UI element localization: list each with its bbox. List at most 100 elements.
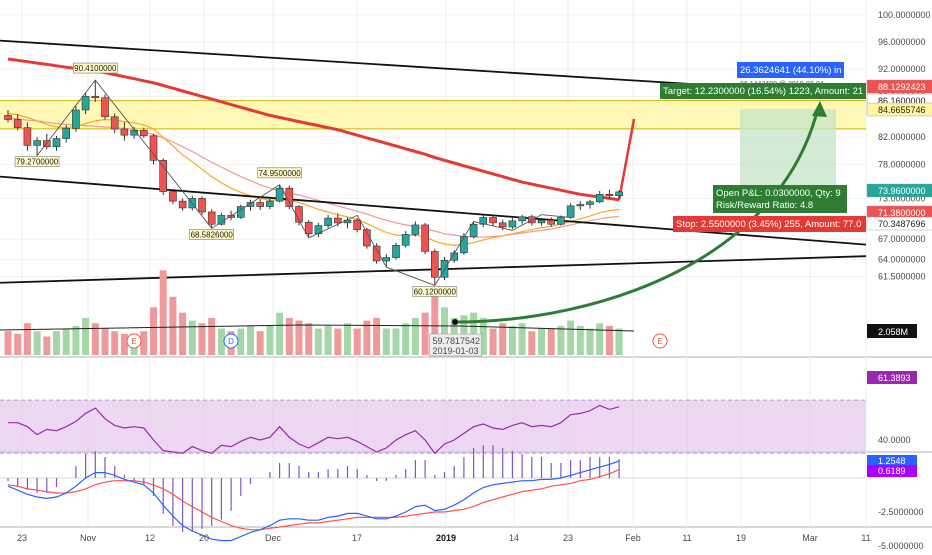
candle-body bbox=[392, 245, 400, 258]
candle-body bbox=[547, 219, 556, 225]
candle-body bbox=[149, 135, 158, 161]
candle-body bbox=[411, 224, 420, 235]
pnl-box bbox=[713, 185, 847, 213]
macd-tick-label: -5.0000000 bbox=[878, 541, 924, 550]
candle-body bbox=[333, 217, 342, 224]
candle-body bbox=[460, 236, 468, 254]
candle-body bbox=[198, 198, 206, 213]
swing-label: 60.1200000 bbox=[412, 286, 458, 297]
swing-label-text: 68.5826000 bbox=[191, 230, 234, 239]
volume-bar bbox=[179, 312, 187, 355]
volume-bar bbox=[373, 317, 381, 355]
candle-body bbox=[72, 109, 80, 129]
trend-line bbox=[0, 175, 867, 246]
volume-bar bbox=[547, 328, 555, 355]
swing-label-box bbox=[73, 62, 118, 74]
open-pnl-text: Open P&L: 0.0300000, Qty: 9 bbox=[716, 188, 841, 199]
projection-arrow bbox=[454, 107, 820, 324]
time-tick-label: 23 bbox=[17, 533, 27, 543]
candle-body bbox=[33, 140, 41, 146]
risk-reward-text: Risk/Reward Ratio: 4.8 bbox=[716, 200, 813, 211]
volume-bar bbox=[62, 328, 70, 355]
swing-label: 74.9500000 bbox=[257, 167, 302, 179]
swing-label-box bbox=[14, 156, 60, 167]
ema-short-line bbox=[7, 112, 620, 246]
price-tag: 88.1292423 bbox=[878, 82, 926, 92]
candle-body bbox=[169, 191, 177, 202]
volume-bar bbox=[140, 331, 148, 355]
time-tick-label: 20 bbox=[199, 533, 209, 543]
macd-tag: 1.2548 bbox=[878, 456, 906, 466]
macd-tag-box bbox=[867, 455, 917, 467]
candle-body bbox=[363, 229, 371, 247]
candle-body bbox=[489, 217, 497, 224]
rsi-band bbox=[0, 400, 866, 454]
volume-tag-box bbox=[867, 324, 917, 338]
candle-body bbox=[101, 97, 109, 118]
candle-body bbox=[266, 200, 274, 207]
candle-body bbox=[566, 205, 575, 218]
volume-bar bbox=[169, 296, 177, 355]
volume-bar bbox=[101, 328, 109, 355]
rsi-line bbox=[8, 404, 620, 455]
volume-bar bbox=[344, 323, 351, 355]
volume-bar bbox=[518, 323, 526, 355]
swing-label-text: 90.4100000 bbox=[74, 64, 117, 73]
volume-bar bbox=[538, 328, 545, 355]
candle-body bbox=[285, 187, 294, 207]
volume-bar bbox=[120, 333, 128, 355]
volume-bar bbox=[557, 325, 565, 355]
price-tag: 86.1600000 bbox=[878, 96, 926, 106]
volume-bar bbox=[33, 331, 41, 355]
volume-bar bbox=[295, 320, 303, 355]
price-tick-label: 61.5000000 bbox=[878, 272, 926, 282]
volume-bar bbox=[596, 323, 604, 355]
candle-body bbox=[256, 202, 265, 207]
signal-tag: 0.6189 bbox=[878, 466, 906, 476]
position-header: 26.3624641 (44.10%) in 60d bbox=[740, 65, 860, 76]
volume-bar bbox=[217, 328, 225, 355]
candle-body bbox=[130, 130, 138, 136]
price-tag: 70.3487696 bbox=[878, 219, 926, 229]
price-tag: 84.6655746 bbox=[878, 105, 926, 115]
time-tick-label: Nov bbox=[80, 533, 97, 543]
candle-body bbox=[430, 251, 439, 278]
crosshair-box bbox=[429, 333, 482, 357]
candle-body bbox=[518, 216, 526, 222]
volume-bar bbox=[441, 307, 448, 355]
swing-label: 68.5826000 bbox=[189, 229, 234, 240]
time-tick-label: 19 bbox=[736, 533, 746, 543]
candle-body bbox=[615, 191, 623, 196]
event-marker-label: D bbox=[228, 337, 234, 346]
volume-bar bbox=[353, 328, 361, 355]
price-tick-label: 92.0000000 bbox=[878, 64, 926, 74]
volume-bar bbox=[567, 320, 575, 355]
volume-bar bbox=[324, 325, 332, 355]
time-tick-label: 23 bbox=[563, 533, 573, 543]
candle-body bbox=[140, 130, 148, 137]
volume-bar bbox=[91, 323, 99, 355]
candle-body bbox=[557, 217, 565, 225]
candle-body bbox=[81, 96, 90, 111]
signal-tag-box bbox=[867, 465, 917, 477]
volume-bar bbox=[285, 317, 293, 355]
volume-bar bbox=[479, 317, 487, 355]
volume-bar bbox=[499, 323, 507, 355]
crosshair-value: 59.7817542 bbox=[433, 336, 481, 346]
volume-bar bbox=[237, 328, 245, 355]
target-zone bbox=[740, 108, 836, 192]
candle-body bbox=[479, 217, 488, 225]
candle-body bbox=[217, 215, 226, 225]
candle-body bbox=[586, 201, 594, 205]
swing-label-text: 74.9500000 bbox=[258, 169, 301, 178]
candle-body bbox=[576, 204, 585, 207]
time-tick-label: 12 bbox=[145, 533, 155, 543]
candle-body bbox=[62, 128, 71, 139]
volume-bar bbox=[111, 331, 119, 355]
price-tag: 71.3800000 bbox=[878, 208, 926, 218]
swing-label-box bbox=[412, 286, 458, 297]
volume-bar bbox=[605, 325, 613, 355]
crosshair-date: 2019-01-03 bbox=[433, 346, 479, 356]
candle-body bbox=[508, 220, 517, 228]
